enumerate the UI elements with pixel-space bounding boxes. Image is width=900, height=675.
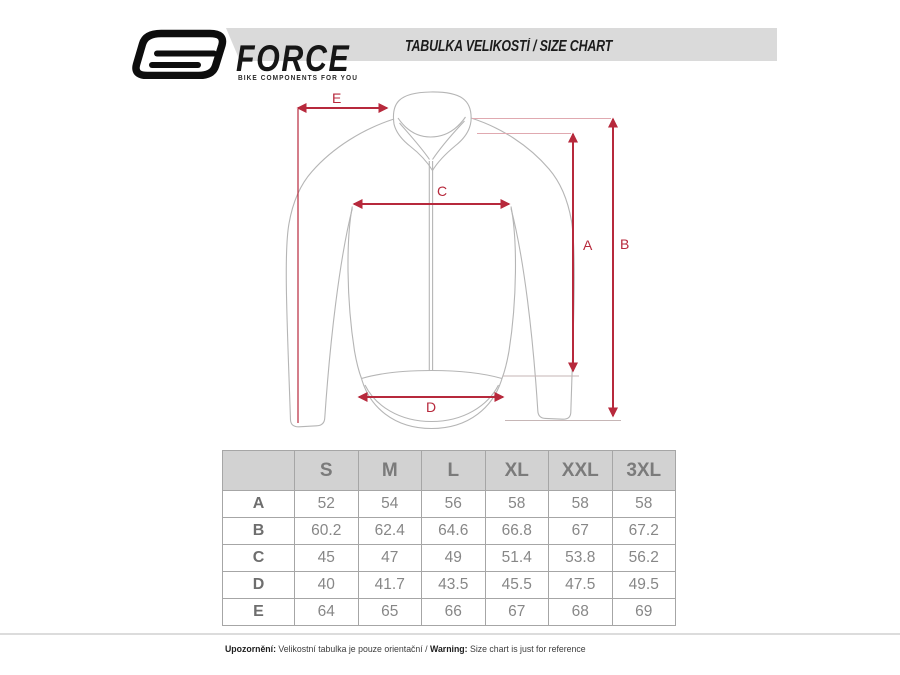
measure-label-c: C xyxy=(437,183,447,199)
measurement-arrows xyxy=(296,103,618,418)
measure-label-a: A xyxy=(583,237,593,253)
measure-label-b: B xyxy=(620,236,629,252)
measure-label-d: D xyxy=(426,399,436,415)
size-cell: 69 xyxy=(611,598,676,626)
size-cell: 49.5 xyxy=(611,571,676,599)
warning-separator: / xyxy=(425,644,428,655)
row-label-c: C xyxy=(222,544,295,572)
table-corner-cell xyxy=(222,450,295,491)
size-cell: 58 xyxy=(611,490,676,518)
left-sleeve-outer xyxy=(285,118,395,421)
size-cell: 54 xyxy=(357,490,422,518)
size-cell: 62.4 xyxy=(357,517,422,545)
measure-label-e: E xyxy=(332,90,341,106)
size-cell: 47 xyxy=(357,544,422,572)
brand-tagline: BIKE COMPONENTS FOR YOU xyxy=(238,75,358,82)
table-row-b: B 60.2 62.4 64.6 66.8 67 67.2 xyxy=(222,517,676,545)
size-table: S M L XL XXL 3XL A 52 54 56 58 58 58 B 6… xyxy=(222,450,676,626)
size-cell: 58 xyxy=(548,490,613,518)
row-label-b: B xyxy=(222,517,295,545)
size-cell: 65 xyxy=(357,598,422,626)
size-cell: 53.8 xyxy=(548,544,613,572)
size-cell: 58 xyxy=(484,490,549,518)
col-header-s: S xyxy=(294,450,359,491)
back-hem xyxy=(361,369,503,380)
size-cell: 66.8 xyxy=(484,517,549,545)
page-title: TABULKA VELIKOSTÍ / SIZE CHART xyxy=(405,38,613,55)
col-header-xxl: XXL xyxy=(548,450,613,491)
size-cell: 66 xyxy=(421,598,486,626)
left-body-side xyxy=(347,206,363,379)
size-cell: 56 xyxy=(421,490,486,518)
table-row-e: E 64 65 66 67 68 69 xyxy=(222,598,676,626)
size-cell: 64.6 xyxy=(421,517,486,545)
warning-label-en: Warning: xyxy=(430,644,468,655)
collar-opening xyxy=(397,116,466,138)
size-cell: 41.7 xyxy=(357,571,422,599)
col-header-xl: XL xyxy=(484,450,549,491)
warning-text-en: Size chart is just for reference xyxy=(469,644,586,655)
table-row-c: C 45 47 49 51.4 53.8 56.2 xyxy=(222,544,676,572)
warning-text-cs: Velikostní tabulka je pouze orientační xyxy=(278,644,423,655)
left-sleeve-inner xyxy=(324,208,353,418)
size-cell: 67.2 xyxy=(611,517,676,545)
size-cell: 67 xyxy=(484,598,549,626)
size-cell: 60.2 xyxy=(294,517,359,545)
size-cell: 52 xyxy=(294,490,359,518)
col-header-l: L xyxy=(421,450,486,491)
size-cell: 64 xyxy=(294,598,359,626)
right-cuff xyxy=(537,410,572,420)
table-header-row: S M L XL XXL 3XL xyxy=(222,450,676,491)
row-label-a: A xyxy=(222,490,295,518)
size-cell: 47.5 xyxy=(548,571,613,599)
size-cell: 43.5 xyxy=(421,571,486,599)
right-body-side xyxy=(501,206,517,379)
size-cell: 45.5 xyxy=(484,571,549,599)
right-sleeve-inner xyxy=(510,208,539,411)
col-header-m: M xyxy=(357,450,422,491)
header-strip xyxy=(226,28,777,61)
row-label-e: E xyxy=(222,598,295,626)
table-row-d: D 40 41.7 43.5 45.5 47.5 49.5 xyxy=(222,571,676,599)
size-cell: 68 xyxy=(548,598,613,626)
size-cell: 49 xyxy=(421,544,486,572)
footer-divider xyxy=(0,633,900,635)
size-cell: 45 xyxy=(294,544,359,572)
collar-outline xyxy=(392,91,472,172)
size-cell: 56.2 xyxy=(611,544,676,572)
brand-text: FORCE xyxy=(236,38,351,79)
row-label-d: D xyxy=(222,571,295,599)
footer-note: Upozornění: Velikostní tabulka je pouze … xyxy=(225,644,586,655)
jersey-diagram: E C A B D xyxy=(285,90,629,430)
size-cell: 40 xyxy=(294,571,359,599)
left-cuff xyxy=(289,417,326,428)
jersey-outline xyxy=(285,91,575,430)
size-cell: 67 xyxy=(548,517,613,545)
force-emblem-icon xyxy=(132,29,227,79)
table-row-a: A 52 54 56 58 58 58 xyxy=(222,490,676,518)
size-cell: 51.4 xyxy=(484,544,549,572)
extension-lines xyxy=(297,109,621,423)
col-header-3xl: 3XL xyxy=(611,450,676,491)
warning-label-cs: Upozornění: xyxy=(225,644,276,655)
